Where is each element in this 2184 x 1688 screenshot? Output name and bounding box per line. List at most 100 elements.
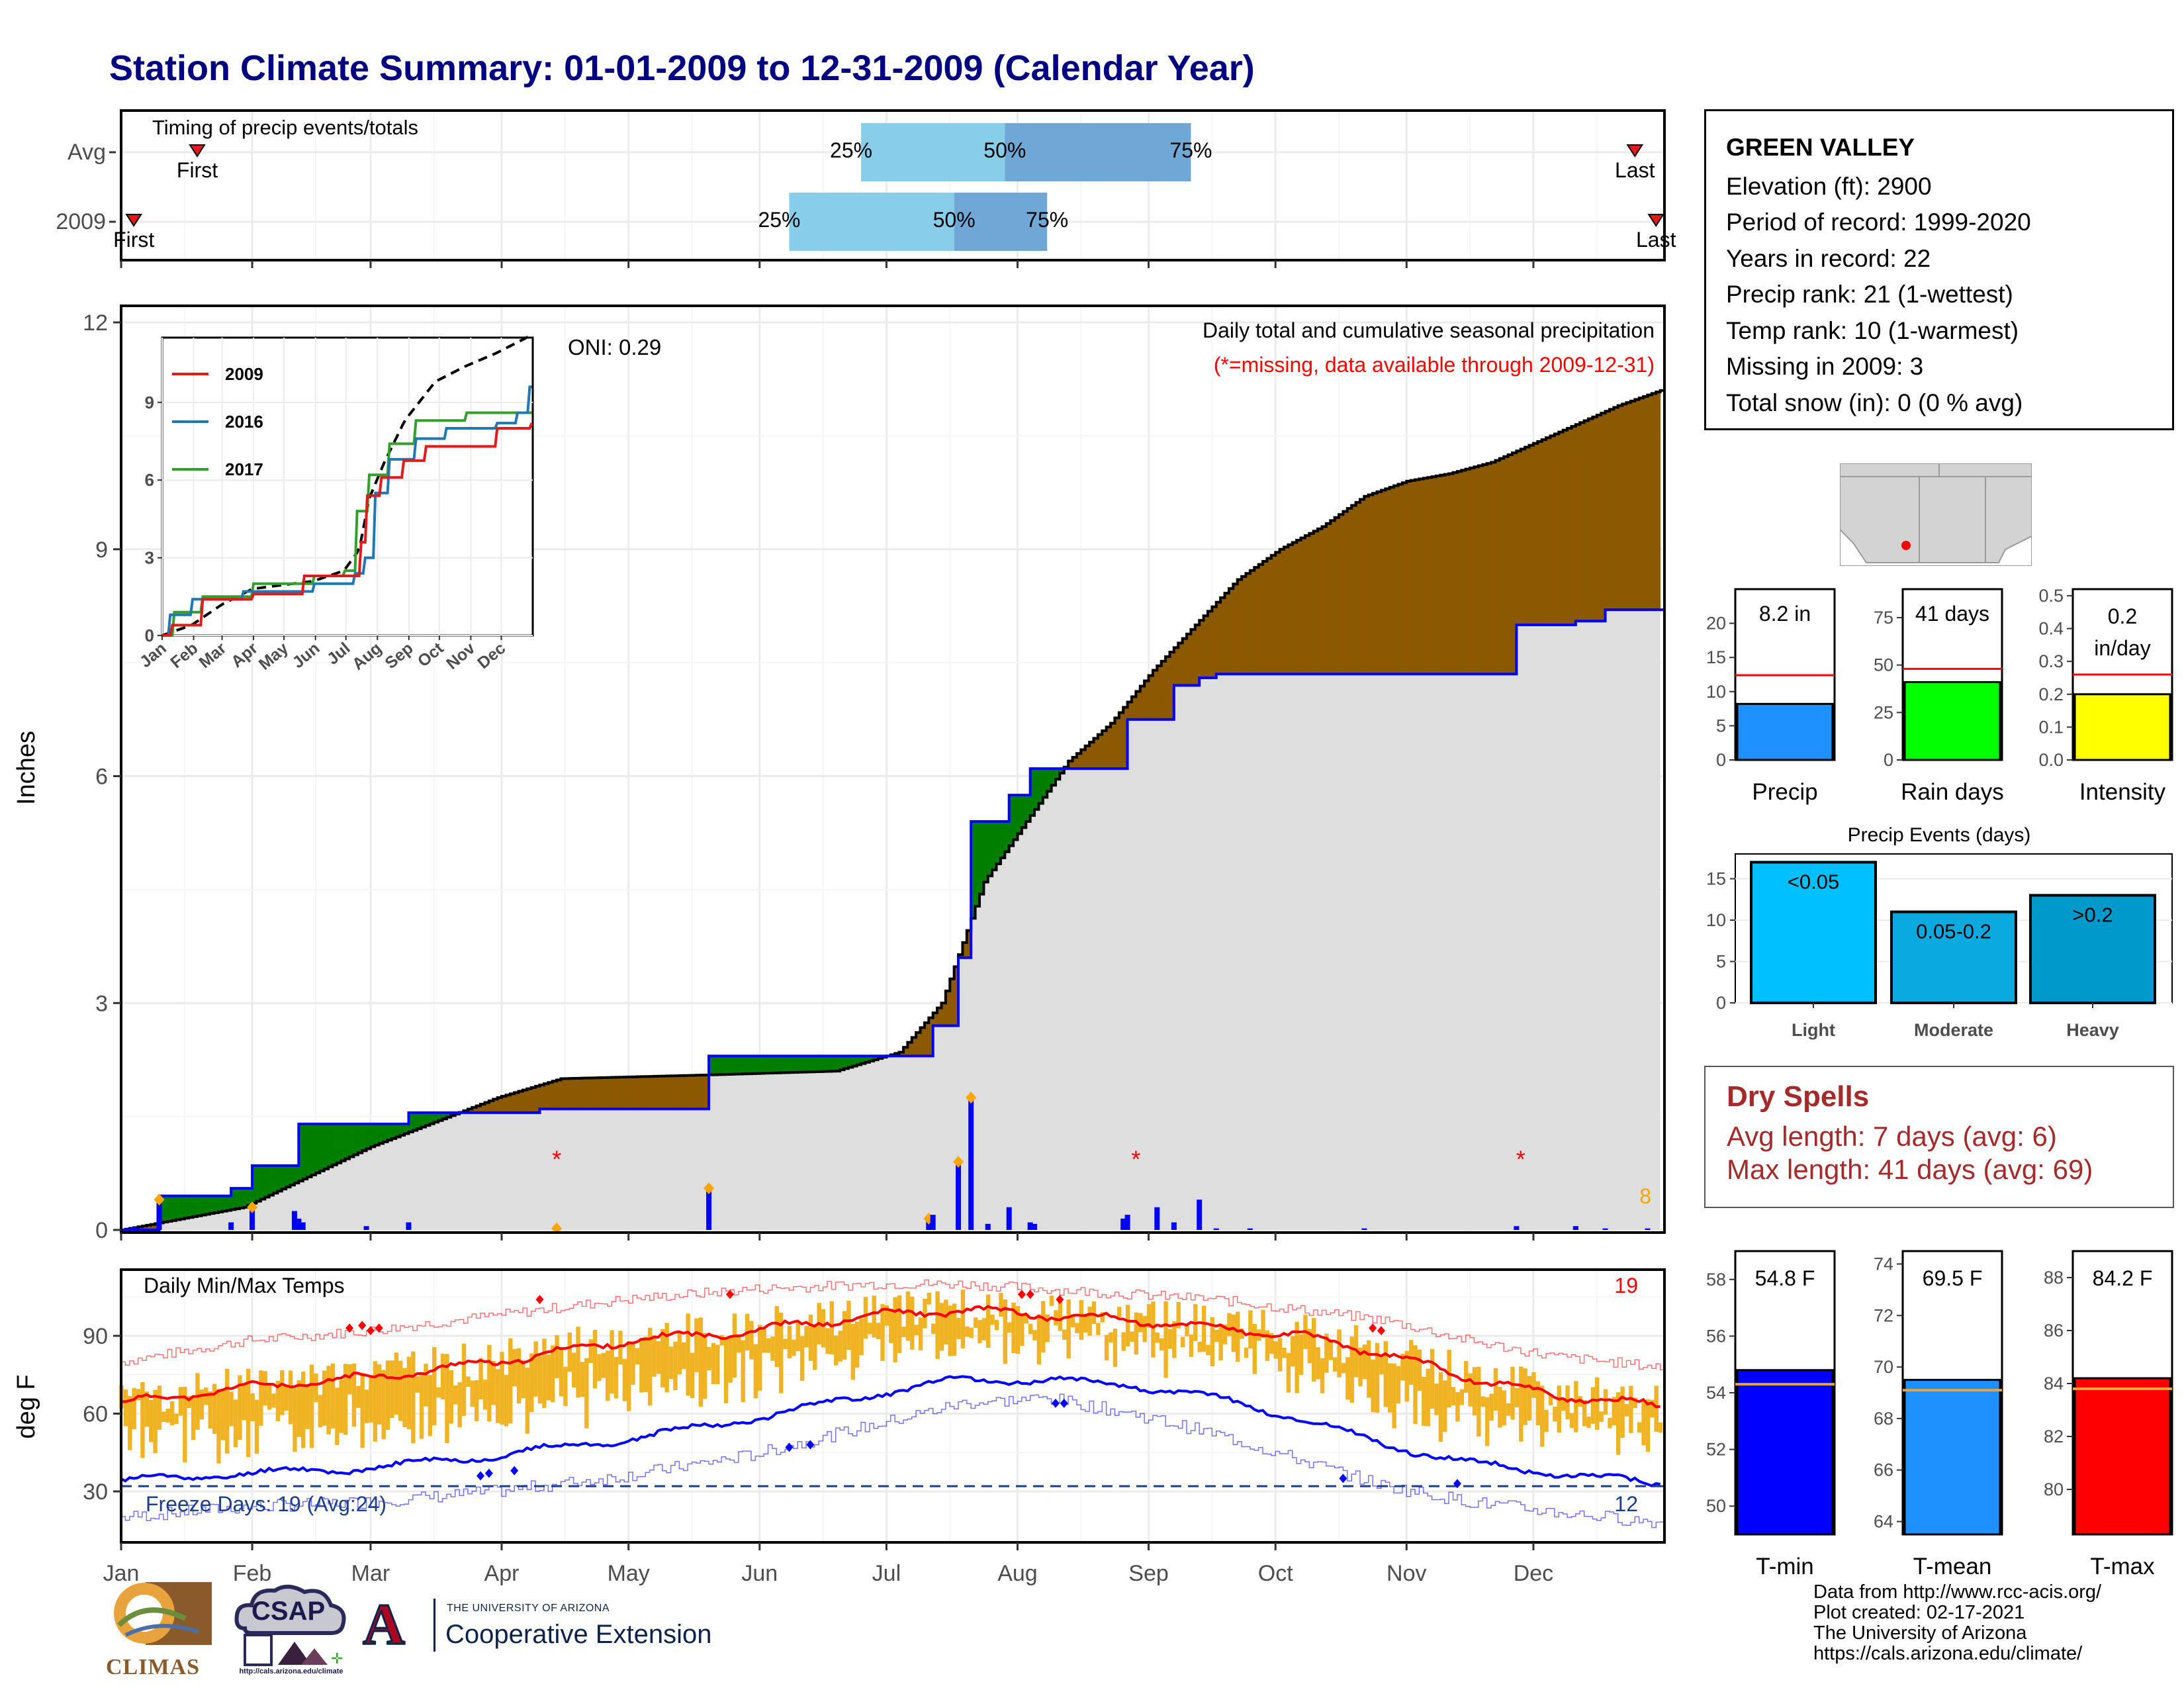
summary-value: 41 days — [1915, 602, 1989, 626]
daily-temp-bar — [1167, 1329, 1173, 1349]
daily-temp-bar — [356, 1385, 361, 1408]
record-min-line — [121, 1393, 1664, 1528]
daily-temp-bar — [1163, 1301, 1168, 1378]
daily-temp-bar — [588, 1339, 593, 1363]
daily-precip-bar — [1247, 1228, 1253, 1230]
daily-temp-bar — [1620, 1386, 1625, 1438]
daily-temp-bar — [1130, 1331, 1134, 1342]
daily-temp-bar — [1024, 1313, 1028, 1324]
daily-temp-bar — [948, 1305, 952, 1356]
temp-summary-ytick-label: 74 — [1874, 1254, 1893, 1274]
daily-temp-bar — [766, 1338, 771, 1353]
daily-temp-bar — [259, 1370, 263, 1426]
daily-temp-bar — [1544, 1409, 1549, 1432]
daily-precip-bar — [1171, 1222, 1177, 1230]
daily-precip-diamond — [247, 1201, 258, 1213]
temp-panel-label: Daily Min/Max Temps — [144, 1274, 344, 1297]
daily-temp-bar — [1582, 1399, 1587, 1427]
daily-temp-bar — [1298, 1334, 1304, 1376]
daily-temp-bar — [267, 1384, 272, 1410]
daily-temp-bar — [1015, 1306, 1021, 1354]
daily-temp-bar — [432, 1346, 437, 1426]
daily-temp-bar — [842, 1311, 847, 1360]
daily-precip-bar — [1124, 1215, 1130, 1230]
temp-summary-ytick-label: 80 — [2044, 1479, 2064, 1499]
inset-xtick-label: Dec — [474, 639, 509, 673]
daily-temp-bar — [204, 1387, 208, 1405]
daily-temp-bar — [169, 1401, 175, 1426]
events-ytick-label: 5 — [1716, 952, 1726, 972]
daily-temp-bar — [1142, 1316, 1147, 1342]
daily-temp-bar — [1151, 1301, 1156, 1358]
temp-ytick-label: 60 — [83, 1402, 108, 1427]
temp-summary-ytick-label: 50 — [1706, 1496, 1726, 1516]
daily-temp-bar — [973, 1317, 978, 1328]
ua-a-icon: A — [362, 1593, 406, 1657]
inset-legend-label: 2009 — [225, 364, 263, 384]
daily-temp-bar — [939, 1303, 944, 1351]
record-high-marker — [358, 1321, 367, 1331]
daily-temp-bar — [563, 1366, 568, 1407]
station-info-box: GREEN VALLEY Elevation (ft): 2900 Period… — [1704, 109, 2174, 430]
daily-temp-bar — [723, 1338, 729, 1403]
daily-temp-bar — [216, 1389, 221, 1464]
daily-temp-bar — [1557, 1385, 1561, 1433]
precip-ytick-label: 6 — [95, 765, 108, 790]
daily-temp-bar — [1603, 1389, 1608, 1415]
daily-temp-bar — [533, 1341, 538, 1397]
month-label: Oct — [1258, 1561, 1293, 1586]
daily-temp-bar — [838, 1331, 842, 1362]
daily-temp-bar — [1430, 1348, 1435, 1409]
daily-temp-bar — [1244, 1347, 1249, 1358]
daily-temp-bar — [1236, 1311, 1240, 1362]
daily-temp-bar — [1637, 1422, 1642, 1433]
daily-temp-bar — [999, 1293, 1003, 1317]
daily-temp-bar — [808, 1315, 813, 1361]
daily-temp-bar — [187, 1395, 191, 1408]
daily-temp-bar — [1337, 1329, 1342, 1378]
daily-temp-bar — [1506, 1403, 1511, 1416]
precip-border — [120, 305, 1666, 1234]
events-ytick-label: 10 — [1706, 910, 1726, 930]
daily-temp-bar — [787, 1325, 792, 1358]
daily-temp-bar — [1349, 1336, 1354, 1403]
daily-temp-bar — [1058, 1299, 1063, 1331]
daily-precip-bar — [1645, 1228, 1651, 1230]
daily-temp-bar — [457, 1382, 462, 1428]
daily-temp-bar — [1146, 1304, 1152, 1328]
daily-temp-bar — [1155, 1332, 1160, 1343]
month-label: Dec — [1514, 1561, 1553, 1586]
daily-temp-bar — [1341, 1362, 1346, 1374]
daily-precip-bar — [363, 1226, 369, 1230]
daily-temp-bar — [626, 1341, 631, 1411]
daily-temp-bar — [1269, 1333, 1274, 1354]
summary-ytick-label: 0 — [1884, 750, 1893, 770]
month-axis: Jan Feb Mar Apr May Jun Jul Aug Sep Oct Nov Dec — [103, 1542, 1553, 1586]
daily-temp-bar — [905, 1291, 911, 1341]
temp-ytick-label: 30 — [83, 1479, 108, 1505]
daily-temp-bar — [263, 1371, 267, 1406]
month-label: Nov — [1387, 1561, 1426, 1586]
daily-temp-bar — [512, 1348, 517, 1387]
summary-ytick-label: 0 — [1716, 750, 1726, 770]
timing-p25: 25% — [830, 138, 872, 162]
record-low-marker — [806, 1440, 815, 1450]
climas-text: CLIMAS — [106, 1655, 201, 1679]
temp-ytick-label: 90 — [83, 1324, 108, 1349]
temp-summary-ytick-label: 56 — [1706, 1326, 1726, 1346]
credit-url: https://cals.arizona.edu/climate/ — [1813, 1643, 2083, 1664]
inset-xtick-label: Jun — [289, 639, 323, 672]
climas-emblem-icon — [114, 1582, 212, 1645]
temp-summary-bar — [1903, 1379, 2001, 1536]
daily-temp-bar — [580, 1362, 585, 1397]
daily-temp-bar — [1201, 1305, 1206, 1352]
daily-temp-bar — [195, 1373, 200, 1430]
record-high-marker — [726, 1289, 735, 1299]
summary-ytick-label: 0.5 — [2038, 586, 2064, 606]
daily-temp-bar — [1633, 1397, 1637, 1409]
daily-temp-bar — [639, 1337, 644, 1393]
precip-ytick-label: 12 — [83, 310, 108, 336]
daily-temp-bar — [592, 1330, 598, 1389]
daily-temp-bar — [686, 1313, 690, 1396]
csap-logo: ✛ CSAP http://cals.arizona.edu/climate — [232, 1579, 351, 1678]
